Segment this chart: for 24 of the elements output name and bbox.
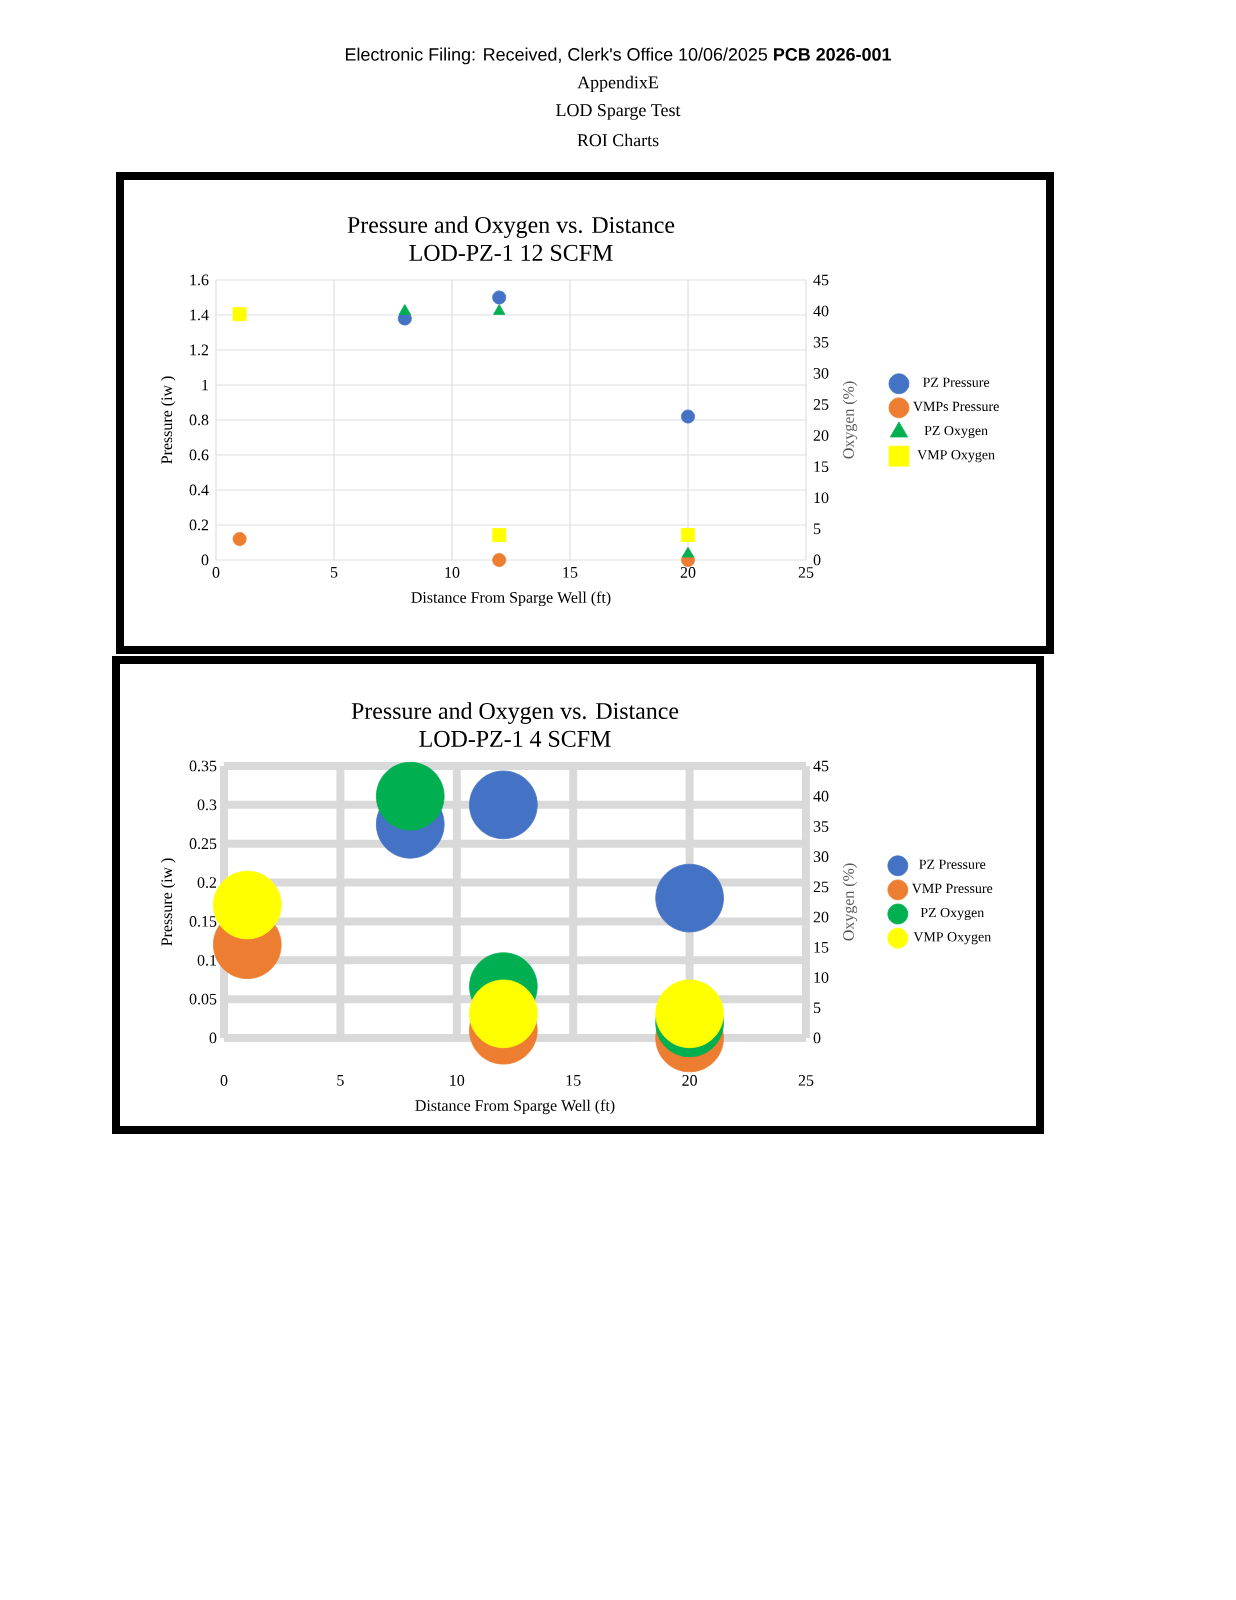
- point: [681, 528, 695, 543]
- point: [681, 546, 695, 558]
- chart-title: Pressure and Oxygen vs. Distance: [347, 216, 675, 238]
- point: [213, 870, 282, 940]
- point: [492, 528, 507, 543]
- point: [469, 770, 538, 840]
- point: [232, 532, 247, 546]
- point: [232, 307, 247, 322]
- text: LOD Sparge Test: [556, 104, 681, 120]
- point: [398, 304, 411, 315]
- text: Electronic Filing: Received, Clerk's Office 10/06/2025 PCB 2026-001: [345, 47, 891, 65]
- chart-title: Pressure and Oxygen vs. Distance: [351, 702, 679, 724]
- point: [493, 304, 506, 315]
- point: [681, 409, 695, 424]
- point: [655, 863, 724, 933]
- chart-subtitle: LOD-PZ-1 12 SCFM: [409, 244, 613, 261]
- point: [492, 290, 507, 305]
- chart-subtitle: LOD-PZ-1 4 SCFM: [419, 730, 611, 747]
- point: [375, 761, 445, 831]
- point: [492, 553, 507, 567]
- text: AppendixE: [577, 75, 658, 93]
- point: [655, 979, 724, 1049]
- point: [469, 979, 538, 1049]
- text: ROI Charts: [577, 133, 659, 147]
